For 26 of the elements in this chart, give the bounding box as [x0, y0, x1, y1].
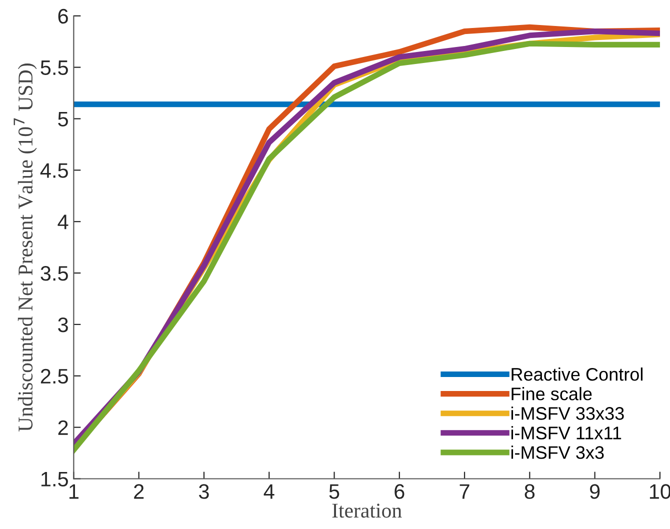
x-tick-label: 5	[329, 484, 340, 499]
x-tick-label: 6	[394, 484, 404, 499]
y-tick-label: 6	[58, 8, 68, 24]
y-tick-label: 2	[58, 420, 68, 435]
x-axis-title: Iteration	[332, 504, 402, 518]
x-tick-label: 9	[590, 484, 600, 499]
y-tick-label: 2.5	[40, 368, 68, 384]
legend-label: Reactive Control	[512, 368, 642, 381]
x-tick-label: 1	[69, 484, 78, 499]
legend-label: i-MSFV 3x3	[511, 446, 604, 459]
y-tick-label: 3	[58, 317, 68, 332]
y-tick-label: 4.5	[40, 163, 68, 178]
y-tick-label: 5.5	[40, 60, 68, 76]
legend-label: Fine scale	[512, 387, 592, 400]
y-tick-label: 4	[58, 214, 68, 230]
y-axis-title: Undiscounted Net Present Value (10$^{7}$ USD)	[14, 64, 37, 432]
y-tick-label: 3.5	[40, 266, 68, 281]
y-tick-label: 5	[58, 112, 68, 126]
x-tick-label: 2	[134, 484, 144, 499]
x-tick-label: 3	[198, 484, 209, 499]
x-tick-label: 4	[264, 484, 274, 499]
y-tick-label: 1.5	[41, 472, 68, 486]
legend-label: i-MSFV 11x11	[511, 426, 622, 440]
legend-label: i-MSFV 33x33	[511, 406, 624, 420]
x-tick-label: 8	[524, 484, 535, 499]
x-tick-label: 7	[460, 484, 470, 499]
